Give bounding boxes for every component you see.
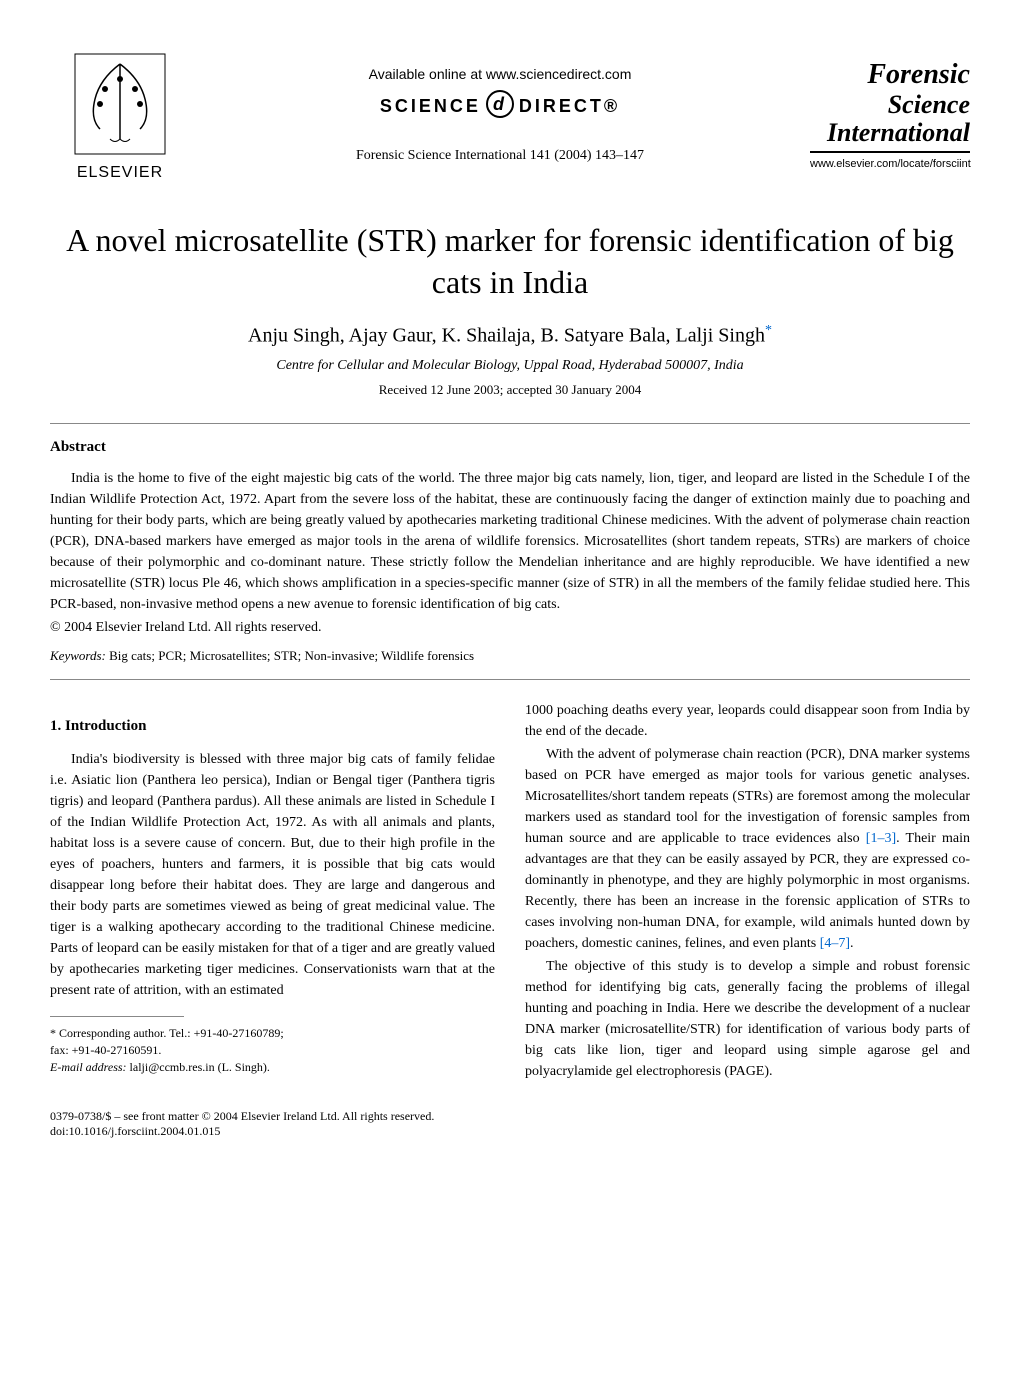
divider-bottom: [50, 679, 970, 680]
footnote-email: E-mail address: lalji@ccmb.res.in (L. Si…: [50, 1059, 495, 1076]
journal-logo: Forensic Science International: [810, 60, 970, 153]
citation-1-3[interactable]: [1–3]: [866, 831, 896, 846]
journal-url: www.elsevier.com/locate/forsciint: [810, 158, 970, 170]
p2-part3: .: [850, 936, 854, 951]
intro-col2-p3: The objective of this study is to develo…: [525, 956, 970, 1082]
keywords: Keywords: Big cats; PCR; Microsatellites…: [50, 648, 970, 664]
abstract-copyright: © 2004 Elsevier Ireland Ltd. All rights …: [50, 620, 970, 636]
intro-para-1: India's biodiversity is blessed with thr…: [50, 749, 495, 1001]
intro-col1-text: India's biodiversity is blessed with thr…: [50, 752, 495, 998]
citation-4-7[interactable]: [4–7]: [820, 936, 850, 951]
footnote-divider: [50, 1016, 184, 1017]
direct-label: DIRECT®: [519, 96, 620, 117]
footer-line2: doi:10.1016/j.forsciint.2004.01.015: [50, 1124, 970, 1139]
journal-name-line1: Forensic: [810, 60, 970, 91]
article-dates: Received 12 June 2003; accepted 30 Janua…: [50, 382, 970, 398]
authors-text: Anju Singh, Ajay Gaur, K. Shailaja, B. S…: [248, 325, 765, 347]
footer-line1: 0379-0738/$ – see front matter © 2004 El…: [50, 1109, 970, 1124]
journal-reference: Forensic Science International 141 (2004…: [190, 148, 810, 164]
direct-d-icon: d: [486, 90, 514, 123]
page-footer: 0379-0738/$ – see front matter © 2004 El…: [50, 1109, 970, 1139]
science-label: SCIENCE: [380, 96, 481, 117]
abstract-header: Abstract: [50, 439, 970, 456]
authors: Anju Singh, Ajay Gaur, K. Shailaja, B. S…: [50, 323, 970, 348]
elsevier-logo: ELSEVIER: [50, 40, 190, 190]
intro-col2-p1: 1000 poaching deaths every year, leopard…: [525, 700, 970, 742]
footnote-corresponding: * Corresponding author. Tel.: +91-40-271…: [50, 1025, 495, 1042]
email-label: E-mail address:: [50, 1060, 127, 1074]
footnote-fax: fax: +91-40-27160591.: [50, 1042, 495, 1059]
keywords-text: Big cats; PCR; Microsatellites; STR; Non…: [106, 648, 474, 663]
affiliation: Centre for Cellular and Molecular Biolog…: [50, 358, 970, 374]
journal-name-line2: Science: [810, 91, 970, 120]
available-online-text: Available online at www.sciencedirect.co…: [190, 66, 810, 82]
svg-text:d: d: [493, 94, 507, 114]
header-center: Available online at www.sciencedirect.co…: [190, 66, 810, 164]
abstract-text: India is the home to five of the eight m…: [50, 468, 970, 615]
keywords-label: Keywords:: [50, 648, 106, 663]
page-header: ELSEVIER Available online at www.science…: [50, 40, 970, 190]
column-right: 1000 poaching deaths every year, leopard…: [525, 700, 970, 1084]
intro-col2-p2: With the advent of polymerase chain reac…: [525, 744, 970, 954]
elsevier-text: ELSEVIER: [77, 164, 163, 182]
corresponding-asterisk: *: [765, 323, 772, 338]
introduction-header: 1. Introduction: [50, 715, 495, 738]
elsevier-tree-icon: [70, 49, 170, 159]
column-left: 1. Introduction India's biodiversity is …: [50, 700, 495, 1084]
footnote: * Corresponding author. Tel.: +91-40-271…: [50, 1025, 495, 1075]
divider-top: [50, 423, 970, 424]
p2-part2: . Their main advantages are that they ca…: [525, 831, 970, 951]
email-address: lalji@ccmb.res.in (L. Singh).: [127, 1060, 270, 1074]
main-content: 1. Introduction India's biodiversity is …: [50, 700, 970, 1084]
article-title: A novel microsatellite (STR) marker for …: [50, 220, 970, 303]
journal-logo-container: Forensic Science International www.elsev…: [810, 60, 970, 170]
journal-name-line3: International: [810, 119, 970, 153]
science-direct-logo: SCIENCE d DIRECT®: [380, 90, 620, 123]
